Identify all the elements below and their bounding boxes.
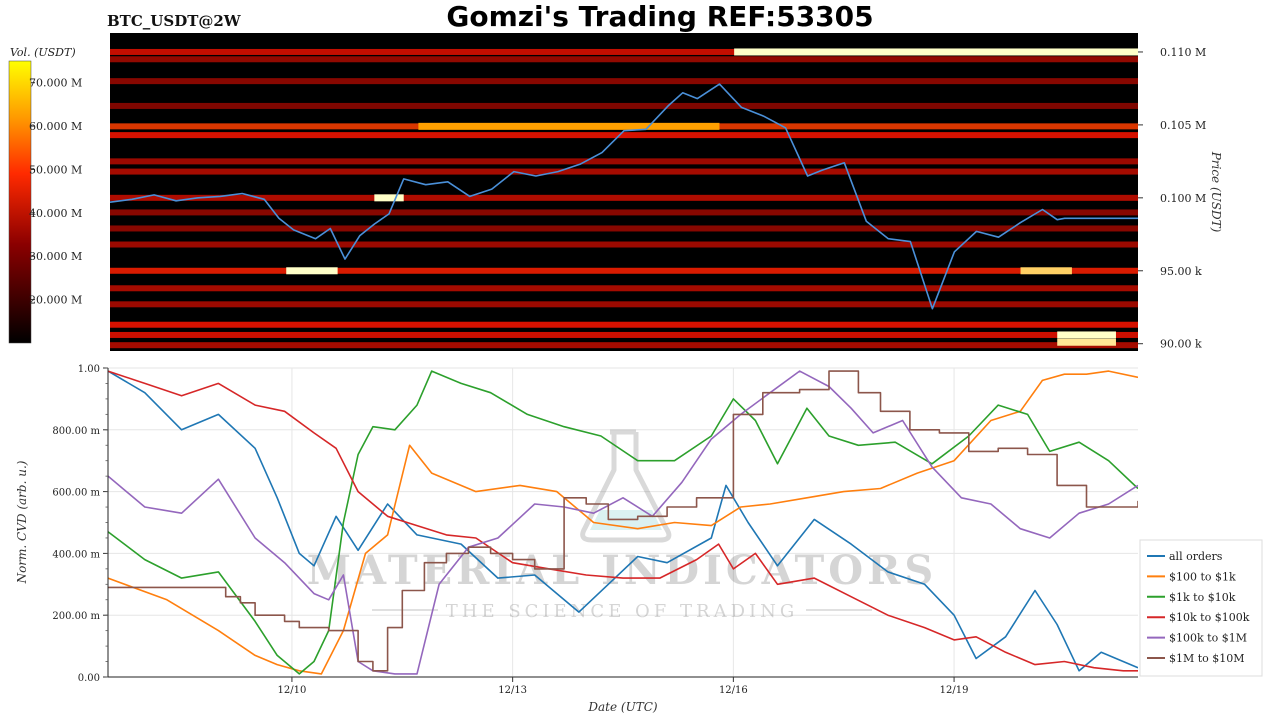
price-line <box>110 83 1138 310</box>
colorbar-tick-label: 50.000 M <box>29 163 82 176</box>
liquidity-hot-spot <box>734 48 1138 56</box>
liquidity-hot-spot <box>418 122 720 130</box>
cvd-x-ticks: 12/10 12/13 12/16 12/19 <box>278 677 969 696</box>
liquidity-level-band <box>110 209 1138 216</box>
liquidity-level-band <box>110 331 1138 338</box>
cvd-series-line <box>108 370 1138 672</box>
liquidity-level-band <box>110 241 1138 248</box>
cvd-series-line <box>108 370 1138 672</box>
cvd-y-ticks: 0.00 200.00 m 400.00 m 600.00 m 800.00 m 1.00 <box>52 364 108 684</box>
price-tick-label: 0.105 M <box>1160 119 1206 132</box>
legend-label: all orders <box>1169 550 1223 563</box>
symbol-label: BTC_USDT@2W <box>107 12 242 30</box>
liquidity-level-band <box>110 48 1138 55</box>
liquidity-level-band <box>110 168 1138 175</box>
legend-label: $1M to $10M <box>1169 652 1245 665</box>
colorbar-ticks: 70.000 M 60.000 M 50.000 M 40.000 M 30.000 M… <box>29 77 82 307</box>
colorbar-tick-label: 30.000 M <box>29 250 82 263</box>
cvd-x-tick-label: 12/13 <box>498 685 527 696</box>
liquidity-hot-spot <box>1057 331 1116 339</box>
cvd-series-line <box>108 370 1138 675</box>
liquidity-hot-spot <box>1020 267 1072 275</box>
legend-label: $100k to $1M <box>1169 632 1247 645</box>
legend: all orders $100 to $1k $1k to $10k $10k to … <box>1139 539 1263 677</box>
colorbar-label: Vol. (USDT) <box>10 46 76 59</box>
cvd-x-tick-label: 12/19 <box>940 685 969 696</box>
cvd-y-tick-label: 0.00 <box>78 673 100 684</box>
liquidity-level-band <box>110 321 1138 328</box>
legend-label: $10k to $100k <box>1169 611 1250 624</box>
liquidity-hot-spot <box>374 194 404 202</box>
legend-label: $1k to $10k <box>1169 591 1236 604</box>
cvd-x-tick-label: 12/10 <box>278 685 307 696</box>
price-tick-label: 0.110 M <box>1160 46 1206 59</box>
liquidity-level-band <box>110 285 1138 292</box>
flask-icon <box>580 429 672 543</box>
cvd-lines <box>108 370 1138 675</box>
colorbar-tick-label: 60.000 M <box>29 120 82 133</box>
price-tick-label: 0.100 M <box>1160 192 1206 205</box>
liquidity-level-band <box>110 102 1138 109</box>
liquidity-level-band <box>110 194 1138 201</box>
liquidity-level-band <box>110 301 1138 308</box>
colorbar-tick-label: 70.000 M <box>29 77 82 90</box>
cvd-series-line <box>108 370 1138 672</box>
cvd-y-tick-label: 200.00 m <box>52 611 100 622</box>
liquidity-level-band <box>110 132 1138 139</box>
liquidity-hot-spot <box>1057 338 1116 346</box>
cvd-background <box>107 367 1139 678</box>
price-tick-label: 90.00 k <box>1160 338 1202 351</box>
legend-label: $100 to $1k <box>1169 570 1236 583</box>
cvd-x-axis-label: Date (UTC) <box>587 700 657 714</box>
chart-title: Gomzi's Trading REF:53305 <box>446 0 873 33</box>
cvd-y-tick-label: 1.00 <box>78 364 100 375</box>
colorbar: Vol. (USDT) 70.000 M 60.000 M 50.000 M 40.0… <box>8 46 82 344</box>
cvd-panel: MATERIAL INDICATORS THE SCIENCE OF TRADI… <box>15 364 1263 714</box>
cvd-x-tick-label: 12/16 <box>719 685 748 696</box>
colorbar-gradient <box>8 60 32 344</box>
liquidity-level-band <box>110 78 1138 85</box>
colorbar-tick-label: 40.000 M <box>29 207 82 220</box>
liquidity-level-band <box>110 56 1138 63</box>
cvd-y-tick-label: 800.00 m <box>52 426 100 437</box>
heatmap-panel: 0.110 M 0.105 M 0.100 M 95.00 k 90.00 k Pric… <box>110 33 1223 351</box>
cvd-series-line <box>108 370 1138 675</box>
heatmap-background <box>110 33 1138 351</box>
heatmap-levels <box>110 48 1138 349</box>
legend-items: all orders $100 to $1k $1k to $10k $10k to … <box>1147 550 1250 665</box>
cvd-y-axis-label: Norm. CVD (arb. u.) <box>15 460 29 584</box>
liquidity-level-band <box>110 342 1138 349</box>
price-axis-ticks: 0.110 M 0.105 M 0.100 M 95.00 k 90.00 k <box>1138 46 1206 351</box>
liquidity-level-band <box>110 225 1138 232</box>
cvd-y-tick-label: 600.00 m <box>52 488 100 499</box>
watermark-tagline: THE SCIENCE OF TRADING <box>446 601 799 622</box>
liquidity-level-band <box>110 267 1138 274</box>
price-series <box>110 83 1138 310</box>
liquidity-hot-spot <box>286 267 338 275</box>
liquidity-level-band <box>110 158 1138 165</box>
cvd-y-tick-label: 400.00 m <box>52 549 100 560</box>
heatmap-hot-spots <box>286 48 1138 346</box>
legend-box <box>1139 539 1263 677</box>
colorbar-tick-label: 20.000 M <box>29 294 82 307</box>
price-tick-label: 95.00 k <box>1160 265 1202 278</box>
price-axis-label: Price (USDT) <box>1209 151 1223 233</box>
